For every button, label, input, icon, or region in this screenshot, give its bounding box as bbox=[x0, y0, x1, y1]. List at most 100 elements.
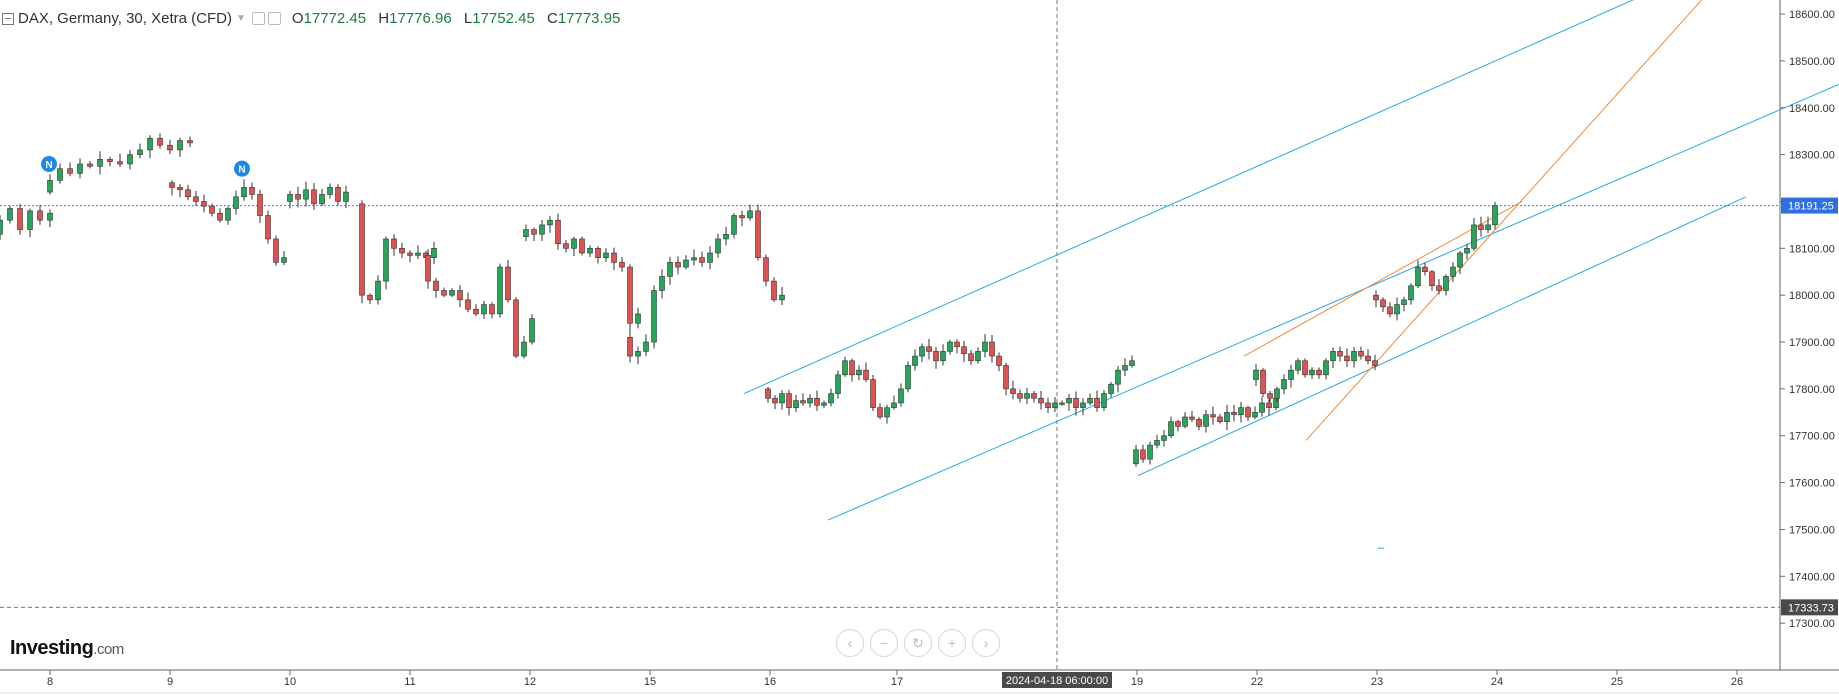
candle-body bbox=[17, 208, 23, 230]
candle-body bbox=[1457, 252, 1463, 268]
candle-body bbox=[627, 337, 633, 357]
candle-body bbox=[157, 137, 163, 146]
settings-icon[interactable] bbox=[251, 11, 265, 25]
candle-body bbox=[107, 159, 113, 162]
candle-body bbox=[821, 402, 827, 406]
news-marker-circle bbox=[234, 160, 250, 177]
candle-body bbox=[547, 219, 553, 226]
candle-body bbox=[523, 229, 529, 237]
candle-body bbox=[989, 341, 995, 357]
crosshair-price-label: 17333.73 bbox=[1788, 602, 1834, 614]
candle-body bbox=[137, 149, 143, 155]
candle-body bbox=[77, 163, 83, 174]
chevron-right-icon[interactable]: › bbox=[972, 629, 1000, 657]
candle-body bbox=[891, 402, 897, 408]
close-value: 17773.95 bbox=[557, 9, 621, 27]
collapse-toggle-icon[interactable] bbox=[2, 13, 14, 25]
candle-body bbox=[715, 238, 721, 254]
candle-body bbox=[926, 346, 932, 352]
candle-body bbox=[1245, 407, 1251, 418]
candle-body bbox=[1274, 388, 1280, 399]
reset-icon[interactable]: ↻ bbox=[904, 629, 932, 657]
candle-body bbox=[1154, 440, 1160, 446]
logo-name: Investing bbox=[10, 637, 94, 659]
candle-body bbox=[1217, 416, 1223, 422]
crosshair-time-label: 2024-04-18 06:00:00 bbox=[1006, 675, 1108, 687]
candle-body bbox=[723, 233, 729, 240]
candle-body bbox=[147, 137, 153, 151]
close-label: C bbox=[546, 9, 558, 27]
candle-body bbox=[968, 353, 974, 362]
candle-body bbox=[1122, 365, 1128, 371]
candle-body bbox=[335, 187, 341, 202]
candle-body bbox=[800, 400, 806, 404]
candle-body bbox=[771, 280, 777, 301]
low-value: 17752.45 bbox=[472, 9, 535, 27]
candle-body bbox=[765, 388, 771, 399]
candle-body bbox=[241, 187, 247, 198]
ohlc-readout: O17772.45 H17776.96 L17752.45 C17773.95 bbox=[292, 10, 629, 27]
y-tick-label: 18400.00 bbox=[1789, 103, 1835, 115]
candle-body bbox=[912, 355, 918, 366]
candle-body bbox=[1094, 397, 1100, 408]
news-marker[interactable]: N bbox=[234, 160, 250, 177]
candle-body bbox=[1450, 266, 1456, 277]
x-tick-label: 16 bbox=[764, 676, 776, 688]
open-value: 17772.45 bbox=[303, 9, 367, 27]
candlestick-series bbox=[0, 133, 1498, 467]
chevron-left-icon[interactable]: ‹ bbox=[836, 629, 864, 657]
crosshair-price-box bbox=[1781, 599, 1838, 616]
candle-body bbox=[47, 212, 53, 221]
channel-line bbox=[827, 83, 1839, 521]
last-price-label: 18191.25 bbox=[1788, 201, 1834, 213]
candle-body bbox=[513, 299, 519, 357]
news-marker[interactable]: N bbox=[41, 155, 57, 172]
instrument-name[interactable]: DAX, Germany, 30, Xetra (CFD) bbox=[18, 9, 232, 27]
candle-body bbox=[407, 252, 413, 256]
candle-body bbox=[1080, 402, 1086, 408]
candle-body bbox=[201, 201, 207, 207]
news-marker-label: N bbox=[238, 165, 245, 176]
candle-body bbox=[441, 290, 447, 296]
candle-body bbox=[87, 163, 93, 167]
chevron-down-icon[interactable]: ▼ bbox=[235, 12, 246, 24]
candle-body bbox=[635, 351, 641, 357]
candle-body bbox=[1252, 412, 1258, 418]
candle-body bbox=[415, 252, 421, 256]
news-marker-circle bbox=[41, 155, 57, 172]
plus-icon[interactable]: + bbox=[938, 629, 966, 657]
candle-body bbox=[940, 351, 946, 362]
candle-body bbox=[996, 355, 1002, 366]
x-tick-label: 26 bbox=[1731, 676, 1743, 688]
chart-grid bbox=[0, 0, 1780, 670]
x-tick-label: 12 bbox=[524, 676, 536, 688]
candle-body bbox=[856, 369, 862, 376]
candle-body bbox=[1003, 365, 1009, 390]
high-value: 17776.96 bbox=[389, 9, 452, 27]
instrument-header: DAX, Germany, 30, Xetra (CFD) ▼ O17772.4… bbox=[0, 8, 628, 28]
candle-body bbox=[449, 290, 455, 296]
gear-icon[interactable] bbox=[267, 11, 281, 25]
minus-icon[interactable]: − bbox=[870, 629, 898, 657]
x-tick-label: 9 bbox=[167, 676, 173, 688]
y-tick-label: 17500.00 bbox=[1789, 524, 1835, 536]
candle-body bbox=[473, 308, 479, 315]
candle-body bbox=[1309, 369, 1315, 376]
candle-body bbox=[1140, 449, 1146, 460]
candle-body bbox=[814, 397, 820, 406]
candle-body bbox=[1464, 248, 1470, 254]
candle-body bbox=[651, 290, 657, 343]
candle-body bbox=[1429, 271, 1435, 287]
candle-body bbox=[7, 208, 13, 221]
candle-body bbox=[877, 407, 883, 418]
candle-body bbox=[273, 238, 279, 263]
candle-body bbox=[961, 346, 967, 355]
candle-body bbox=[982, 341, 988, 352]
candle-body bbox=[683, 259, 689, 268]
candle-body bbox=[870, 379, 876, 408]
candle-body bbox=[579, 238, 585, 254]
candle-body bbox=[755, 210, 761, 258]
